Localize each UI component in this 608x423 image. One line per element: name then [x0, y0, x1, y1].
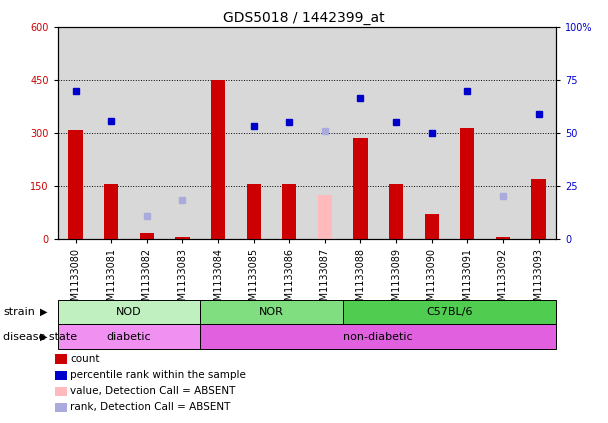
Text: disease state: disease state: [3, 332, 77, 342]
Bar: [531, 179, 545, 239]
Bar: [211, 80, 225, 239]
Text: C57BL/6: C57BL/6: [426, 307, 473, 317]
Text: diabetic: diabetic: [106, 332, 151, 342]
Text: ▶: ▶: [40, 332, 47, 342]
Bar: [282, 184, 296, 239]
Bar: [246, 184, 261, 239]
Text: strain: strain: [3, 307, 35, 317]
Bar: [69, 129, 83, 239]
Bar: [460, 128, 474, 239]
Text: rank, Detection Call = ABSENT: rank, Detection Call = ABSENT: [70, 402, 230, 412]
Bar: [140, 233, 154, 239]
Bar: [353, 138, 368, 239]
Text: non-diabetic: non-diabetic: [344, 332, 413, 342]
Text: NOR: NOR: [259, 307, 284, 317]
Bar: [104, 184, 119, 239]
Text: NOD: NOD: [116, 307, 142, 317]
Bar: [389, 184, 403, 239]
Bar: [318, 195, 332, 239]
Bar: [175, 237, 190, 239]
Text: value, Detection Call = ABSENT: value, Detection Call = ABSENT: [70, 386, 235, 396]
Bar: [424, 214, 439, 239]
Text: percentile rank within the sample: percentile rank within the sample: [70, 370, 246, 380]
Bar: [496, 237, 510, 239]
Text: GDS5018 / 1442399_at: GDS5018 / 1442399_at: [223, 11, 385, 25]
Text: ▶: ▶: [40, 307, 47, 317]
Text: count: count: [70, 354, 100, 364]
